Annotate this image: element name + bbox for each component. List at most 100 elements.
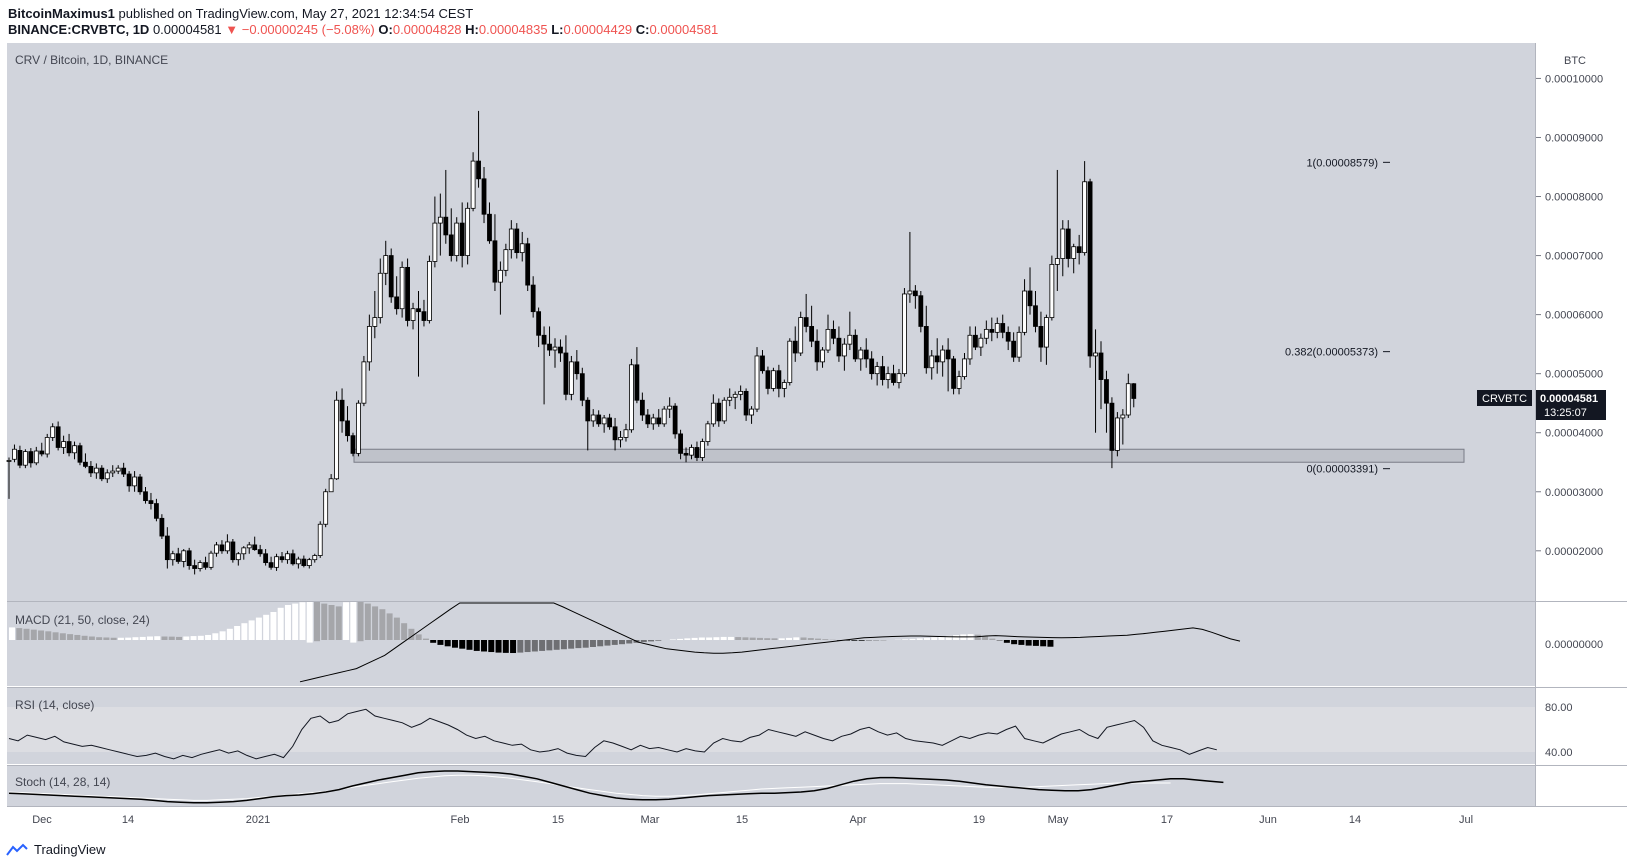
candle-down (350, 435, 356, 454)
time-tick-label: Apr (849, 814, 866, 826)
macd-histogram-bar (38, 630, 45, 640)
price-tick-label: 0.00004000 (1545, 428, 1603, 440)
candle-down (339, 399, 345, 422)
price-axis[interactable]: 0.00010000 0.00009000 0.00008000 0.00007000… (1536, 73, 1603, 558)
macd-histogram-bar (473, 640, 480, 651)
time-tick-label: Jul (1459, 814, 1473, 826)
candle-up (978, 337, 984, 348)
candle-up (956, 376, 962, 389)
time-tick-label: May (1048, 814, 1069, 826)
brand-name[interactable]: TradingView (34, 842, 106, 857)
candle-up (224, 541, 230, 552)
candle-down (88, 465, 94, 474)
candle-up (667, 405, 673, 410)
macd-histogram-bar (786, 637, 793, 640)
candle-down (683, 452, 689, 456)
rsi-series (8, 708, 1217, 760)
candle-down (934, 355, 940, 363)
candle-up (110, 470, 116, 474)
candle-up (629, 364, 634, 431)
macd-histogram-bar (16, 628, 23, 640)
candle-down (203, 562, 208, 568)
candle-up (246, 544, 252, 549)
candle-down (388, 255, 394, 298)
macd-histogram-bar (771, 638, 778, 640)
macd-histogram-bar (146, 636, 153, 640)
candle-up (650, 417, 656, 425)
stoch-d-line (8, 774, 1171, 801)
candle-down (831, 328, 836, 339)
author-name[interactable]: BitcoinMaximus1 (8, 6, 115, 21)
candle-down (487, 213, 492, 242)
candle-down (219, 544, 225, 552)
macd-histogram-bar (495, 640, 502, 653)
candle-down (612, 426, 618, 441)
price-change: −0.00000245 (−5.08%) (241, 22, 375, 37)
macd-histogram-bar (139, 636, 146, 640)
macd-histogram-bar (88, 636, 95, 640)
rsi-tick-80: 80.00 (1545, 702, 1573, 714)
macd-histogram-bar (1025, 640, 1032, 646)
publish-line: BitcoinMaximus1 published on TradingView… (8, 6, 718, 22)
time-tick-label: Jun (1259, 814, 1277, 826)
candle-up (902, 293, 907, 375)
candle-up (437, 216, 443, 224)
candle-up (72, 445, 77, 454)
time-tick-label: Mar (641, 814, 660, 826)
macd-histogram-bar (996, 640, 1003, 641)
candle-up (274, 556, 279, 568)
macd-pane-bg (7, 602, 1535, 686)
macd-histogram-bar (582, 640, 589, 648)
macd-histogram-bar (618, 640, 625, 645)
macd-histogram-bar (865, 640, 872, 641)
macd-histogram-bar (764, 638, 771, 640)
candle-down (547, 343, 552, 351)
candle-up (93, 467, 99, 474)
macd-histogram-bar (350, 602, 357, 643)
candle-down (17, 450, 23, 466)
stoch-title: Stoch (14, 28, 14) (15, 775, 110, 789)
candle-down (121, 467, 127, 475)
macd-histogram-bar (945, 635, 952, 640)
candle-up (727, 396, 733, 401)
candle-down (1076, 246, 1082, 254)
candle-up (197, 562, 203, 569)
macd-histogram-bar (292, 603, 299, 640)
candle-down (923, 326, 929, 369)
candle-down (918, 295, 924, 327)
macd-histogram-bar (430, 640, 437, 643)
macd-histogram-bar (422, 638, 429, 640)
macd-histogram-bar (851, 640, 858, 641)
macd-histogram-bar (437, 640, 444, 645)
macd-histogram-bar (989, 638, 996, 640)
support-zone[interactable] (353, 448, 1465, 463)
macd-histogram-bar (125, 637, 132, 640)
price-tick-label: 0.00010000 (1545, 73, 1603, 85)
currency-label: BTC (1564, 55, 1586, 67)
candle-up (1016, 331, 1022, 358)
macd-histogram-bar (800, 637, 807, 640)
candle-up (1093, 352, 1098, 357)
macd-histogram-bar (568, 640, 575, 649)
candle-down (175, 553, 181, 562)
candle-down (99, 467, 105, 480)
macd-histogram-bar (923, 637, 930, 640)
macd-histogram-bar (655, 640, 662, 641)
macd-histogram-bar (756, 637, 763, 640)
macd-histogram-bar (154, 636, 161, 640)
publish-info: published on TradingView.com, May 27, 20… (118, 6, 474, 21)
macd-histogram-bar (546, 640, 553, 651)
macd-histogram-bar (698, 637, 705, 640)
fib-levels[interactable]: 1(0.00008579) 0.382(0.00005373) 0(0.000033… (1285, 157, 1390, 476)
candle-up (503, 249, 509, 271)
candle-down (301, 558, 307, 566)
candle-up (181, 550, 187, 562)
candle-up (552, 346, 558, 351)
candle-up (104, 472, 110, 480)
stoch-k-line (8, 770, 1224, 804)
time-axis[interactable]: Dec 14 2021 Feb 15 Mar 15 Apr 19 May 17 Jun 14 Jul (32, 814, 1473, 826)
candle-up (907, 290, 913, 295)
fib-level-label: 1(0.00008579) (1306, 157, 1378, 169)
candle-up (22, 451, 28, 466)
